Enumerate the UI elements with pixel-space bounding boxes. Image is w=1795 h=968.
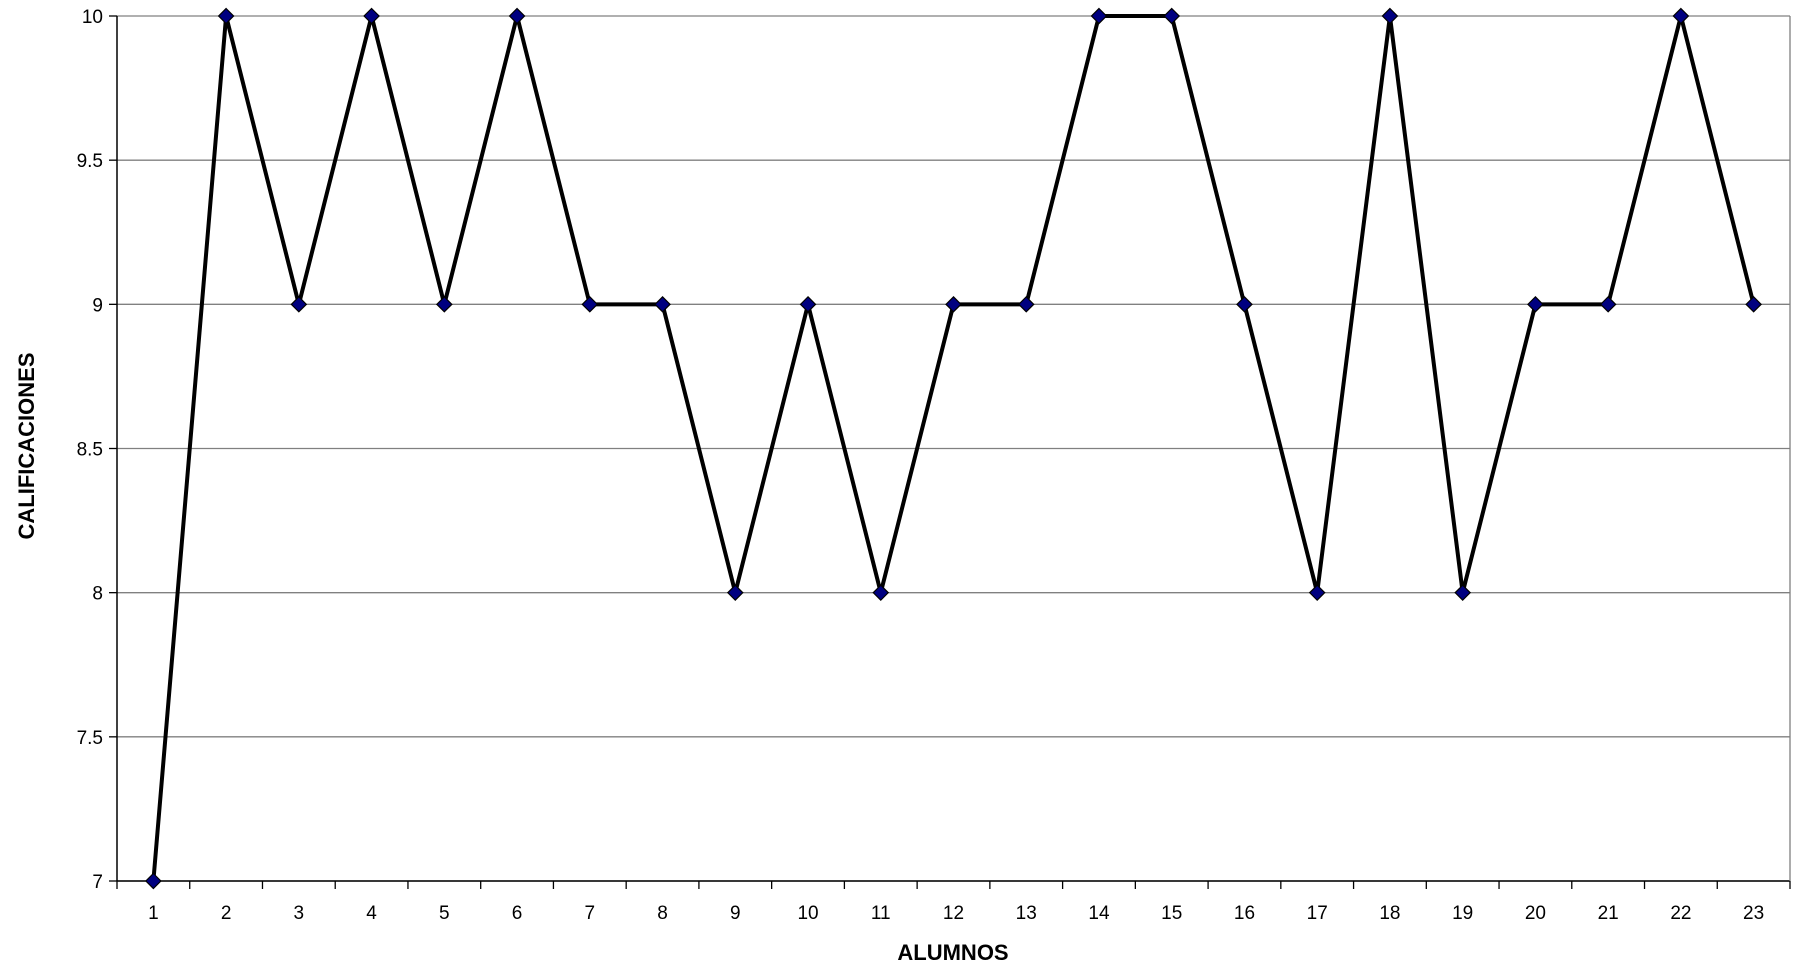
data-point-2 [217,7,235,25]
x-tick-label-18: 19 [1452,903,1473,924]
data-point-21 [1599,295,1617,313]
x-tick-label-4: 5 [439,903,450,924]
x-tick-label-15: 16 [1234,903,1255,924]
data-point-20 [1527,295,1544,313]
x-tick-label-16: 17 [1307,903,1328,924]
y-tick-label-0: 7 [92,872,103,893]
x-tick-label-19: 20 [1525,903,1546,924]
series [145,7,1762,890]
x-tick-label-6: 7 [585,903,596,924]
x-tick-label-1: 2 [221,903,232,924]
x-tick-label-7: 8 [657,903,668,924]
data-point-22 [1672,7,1690,25]
gridlines [117,15,1790,882]
y-tick-label-2: 8 [92,584,103,605]
data-point-11 [872,584,890,602]
data-point-3 [290,295,308,313]
y-tick-label-4: 9 [92,295,103,316]
x-tick-label-10: 11 [871,903,891,924]
x-tick-label-20: 21 [1598,903,1619,924]
axes [109,15,1791,889]
data-point-9 [726,584,744,602]
data-point-10 [799,295,817,313]
data-point-16 [1236,295,1253,313]
x-tick-label-14: 15 [1161,903,1182,924]
data-point-15 [1163,7,1181,25]
x-tick-label-17: 18 [1379,903,1400,924]
x-tick-label-2: 3 [294,903,305,924]
x-tick-label-3: 4 [366,903,377,924]
data-point-13 [1017,295,1035,313]
y-tick-label-5: 9.5 [77,151,103,172]
data-point-5 [435,295,453,313]
data-point-19 [1454,584,1472,602]
y-tick-labels: 7 7.5 8 8.5 9 9.5 10 [77,7,103,893]
y-tick-label-3: 8.5 [77,440,103,461]
y-axis-title: CALIFICACIONES [14,353,39,540]
data-point-14 [1090,7,1108,25]
data-point-6 [508,7,526,25]
x-tick-labels: 1 2 3 4 5 6 7 8 9 10 11 12 13 14 15 16 17 18 19 20 21 22 23 [148,903,1764,924]
data-point-1 [145,872,162,890]
x-tick-label-0: 1 [148,903,159,924]
x-tick-label-13: 14 [1088,903,1110,924]
x-tick-label-9: 10 [797,903,818,924]
x-tick-label-21: 22 [1670,903,1691,924]
x-tick-label-5: 6 [512,903,523,924]
data-point-8 [654,295,671,313]
x-tick-label-8: 9 [730,903,741,924]
x-axis-title: ALUMNOS [897,940,1008,965]
y-tick-label-1: 7.5 [77,728,103,749]
data-point-12 [945,295,962,313]
y-tick-label-6: 10 [82,7,103,28]
data-point-17 [1308,584,1326,602]
x-tick-label-22: 23 [1743,903,1764,924]
x-tick-label-11: 12 [943,903,964,924]
data-point-4 [363,7,380,25]
data-point-23 [1745,295,1762,313]
data-point-7 [581,295,599,313]
x-tick-label-12: 13 [1016,903,1037,924]
data-point-18 [1381,7,1399,25]
